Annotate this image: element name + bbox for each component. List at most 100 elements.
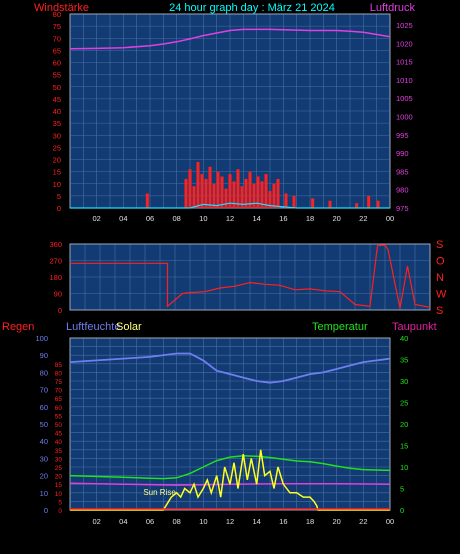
wind-bar [264, 174, 268, 208]
humidity-ytick: 20 [40, 472, 48, 481]
wind-bar [216, 171, 220, 208]
temperature-line [69, 455, 391, 480]
temp-ytick: 35 [400, 356, 408, 365]
wind-ytick: 25 [53, 143, 61, 152]
wind-bar [236, 169, 240, 208]
humidity-ytick: 90 [40, 351, 48, 360]
wind-ytick: 65 [53, 46, 61, 55]
direction-line [70, 244, 431, 309]
panel1-xtick: 02 [92, 214, 100, 223]
compass-label: S [436, 305, 443, 317]
wind-bar [311, 198, 315, 208]
taupunkt-label: Taupunkt [392, 321, 437, 333]
panel1-xtick: 20 [332, 214, 340, 223]
rain-ytick: 30 [55, 456, 63, 463]
wind-bar [260, 181, 264, 208]
wind-bar [228, 174, 232, 208]
weather-panel: 0102030405060708090100051015202530354045… [35, 334, 408, 526]
wind-ytick: 30 [53, 131, 61, 140]
panel3-xtick: 16 [279, 517, 287, 526]
chart-title: 24 hour graph day : März 21 2024 [169, 2, 335, 14]
panel3-xtick: 00 [386, 517, 394, 526]
wind-bar [200, 174, 204, 208]
rain-ytick: 20 [55, 474, 63, 481]
humidity-ytick: 10 [40, 489, 48, 498]
wind-bar [145, 193, 149, 208]
wind-bar [355, 203, 359, 208]
temperatur-label: Temperatur [312, 321, 368, 333]
humidity-ytick: 100 [35, 334, 48, 343]
pressure-ytick: 1000 [396, 112, 413, 121]
rain-ytick: 25 [55, 465, 63, 472]
humidity-ytick: 70 [40, 386, 48, 395]
luftdruck-label: Luftdruck [370, 2, 416, 14]
wind-ytick: 55 [53, 71, 61, 80]
solar-line [70, 449, 390, 511]
direction-ytick: 180 [49, 273, 62, 282]
humidity-ytick: 40 [40, 437, 48, 446]
wind-bar [376, 200, 380, 208]
wind-bar [328, 200, 332, 208]
pressure-ytick: 1015 [396, 58, 413, 67]
compass-label: S [436, 239, 443, 251]
rain-ytick: 35 [55, 448, 63, 455]
wind-ytick: 60 [53, 59, 61, 68]
pressure-ytick: 1025 [396, 21, 413, 30]
pressure-ytick: 1020 [396, 39, 413, 48]
wind-bar [192, 186, 196, 208]
temp-ytick: 20 [400, 420, 408, 429]
wind-ytick: 35 [53, 119, 61, 128]
wind-bar [240, 186, 244, 208]
compass-label: N [436, 272, 444, 284]
wind-bar [244, 178, 248, 208]
temp-ytick: 0 [400, 506, 404, 515]
pressure-ytick: 975 [396, 204, 409, 213]
wind-bar [188, 169, 192, 208]
wind-ytick: 50 [53, 83, 61, 92]
compass-label: W [436, 289, 447, 301]
wind-ytick: 15 [53, 168, 61, 177]
panel3-xtick: 18 [306, 517, 314, 526]
temp-ytick: 30 [400, 377, 408, 386]
wind-bar [284, 193, 288, 208]
panel1-xtick: 14 [252, 214, 260, 223]
temp-ytick: 10 [400, 463, 408, 472]
direction-ytick: 360 [49, 240, 62, 249]
pressure-line [69, 28, 391, 50]
panel3-xtick: 04 [119, 517, 127, 526]
panel1-xtick: 06 [146, 214, 154, 223]
wind-bar [292, 195, 296, 208]
temp-ytick: 25 [400, 399, 408, 408]
panel3-xtick: 22 [359, 517, 367, 526]
humidity-ytick: 80 [40, 368, 48, 377]
panel1-xtick: 12 [226, 214, 234, 223]
rain-ytick: 60 [55, 405, 63, 412]
temp-ytick: 5 [400, 485, 404, 494]
panel1-xtick: 04 [119, 214, 127, 223]
panel1-xtick: 10 [199, 214, 207, 223]
wind-ytick: 10 [53, 180, 61, 189]
wind-bar [184, 178, 188, 208]
direction-ytick: 90 [54, 290, 62, 299]
direction-ytick: 270 [49, 257, 62, 266]
gust-line [70, 202, 390, 209]
rain-ytick: 0 [58, 508, 62, 515]
rain-ytick: 80 [55, 370, 63, 377]
rain-ytick: 10 [55, 491, 63, 498]
panel3-xtick: 12 [226, 517, 234, 526]
wind-bar [256, 176, 260, 208]
humidity-ytick: 60 [40, 403, 48, 412]
panel3-xtick: 06 [146, 517, 154, 526]
wind-bar [248, 171, 252, 208]
wind-bar [196, 161, 200, 208]
wind-bar [272, 183, 276, 208]
panel3-xtick: 14 [252, 517, 260, 526]
wind-bar [204, 178, 208, 208]
humidity-line [69, 352, 391, 384]
rain-ytick: 50 [55, 422, 63, 429]
temp-ytick: 40 [400, 334, 408, 343]
panel3-xtick: 08 [172, 517, 180, 526]
panel1-xtick: 22 [359, 214, 367, 223]
humidity-ytick: 0 [44, 506, 48, 515]
sun-rise-label: Sun Rise [143, 488, 176, 497]
